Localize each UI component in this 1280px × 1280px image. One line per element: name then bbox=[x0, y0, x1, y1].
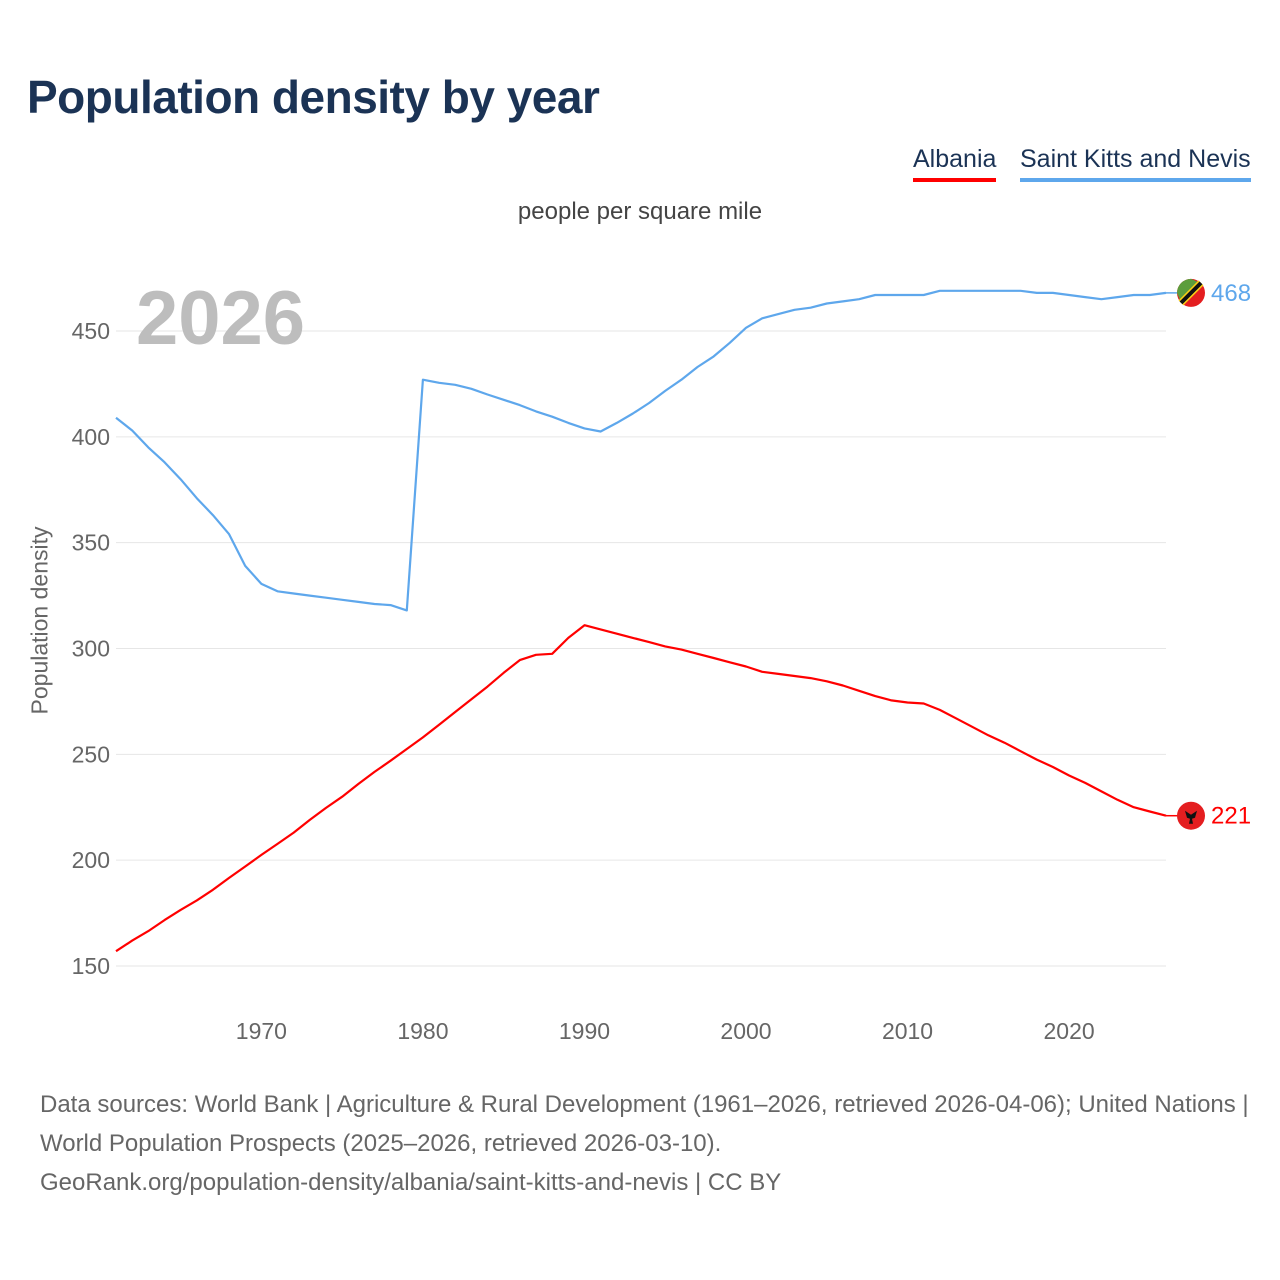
end-value-label: 221 bbox=[1211, 803, 1251, 830]
y-tick-label: 250 bbox=[72, 741, 110, 767]
x-tick-label: 1990 bbox=[559, 1018, 610, 1044]
x-tick-label: 2010 bbox=[882, 1018, 933, 1044]
y-tick-label: 150 bbox=[72, 953, 110, 979]
flag-black-band bbox=[1179, 281, 1203, 305]
x-tick-label: 2020 bbox=[1043, 1018, 1094, 1044]
source-text: Data sources: World Bank | Agriculture &… bbox=[40, 1091, 1249, 1157]
y-tick-label: 200 bbox=[72, 847, 110, 873]
x-tick-label: 2000 bbox=[720, 1018, 771, 1044]
current-year-watermark: 2026 bbox=[136, 276, 306, 361]
source-link[interactable]: GeoRank.org/population-density/albania/s… bbox=[40, 1169, 782, 1196]
series-line-saint-kitts-and-nevis bbox=[115, 289, 1167, 612]
x-tick-label: 1970 bbox=[236, 1018, 287, 1044]
y-tick-label: 400 bbox=[72, 424, 110, 450]
y-tick-label: 450 bbox=[72, 318, 110, 344]
end-value-label: 468 bbox=[1211, 280, 1251, 307]
chart-title: Population density by year bbox=[27, 71, 600, 123]
legend-item-saint-kitts-and-nevis[interactable]: Saint Kitts and Nevis bbox=[1020, 145, 1251, 182]
x-tick-label: 1980 bbox=[397, 1018, 448, 1044]
series-line-albania bbox=[115, 624, 1167, 953]
eagle-icon bbox=[1185, 810, 1197, 824]
y-tick-label: 300 bbox=[72, 635, 110, 661]
chart-subtitle: people per square mile bbox=[517, 198, 763, 225]
source-note: Data sources: World Bank | Agriculture &… bbox=[40, 1085, 1260, 1202]
legend-item-albania[interactable]: Albania bbox=[913, 145, 997, 182]
y-tick-label: 350 bbox=[72, 530, 110, 556]
